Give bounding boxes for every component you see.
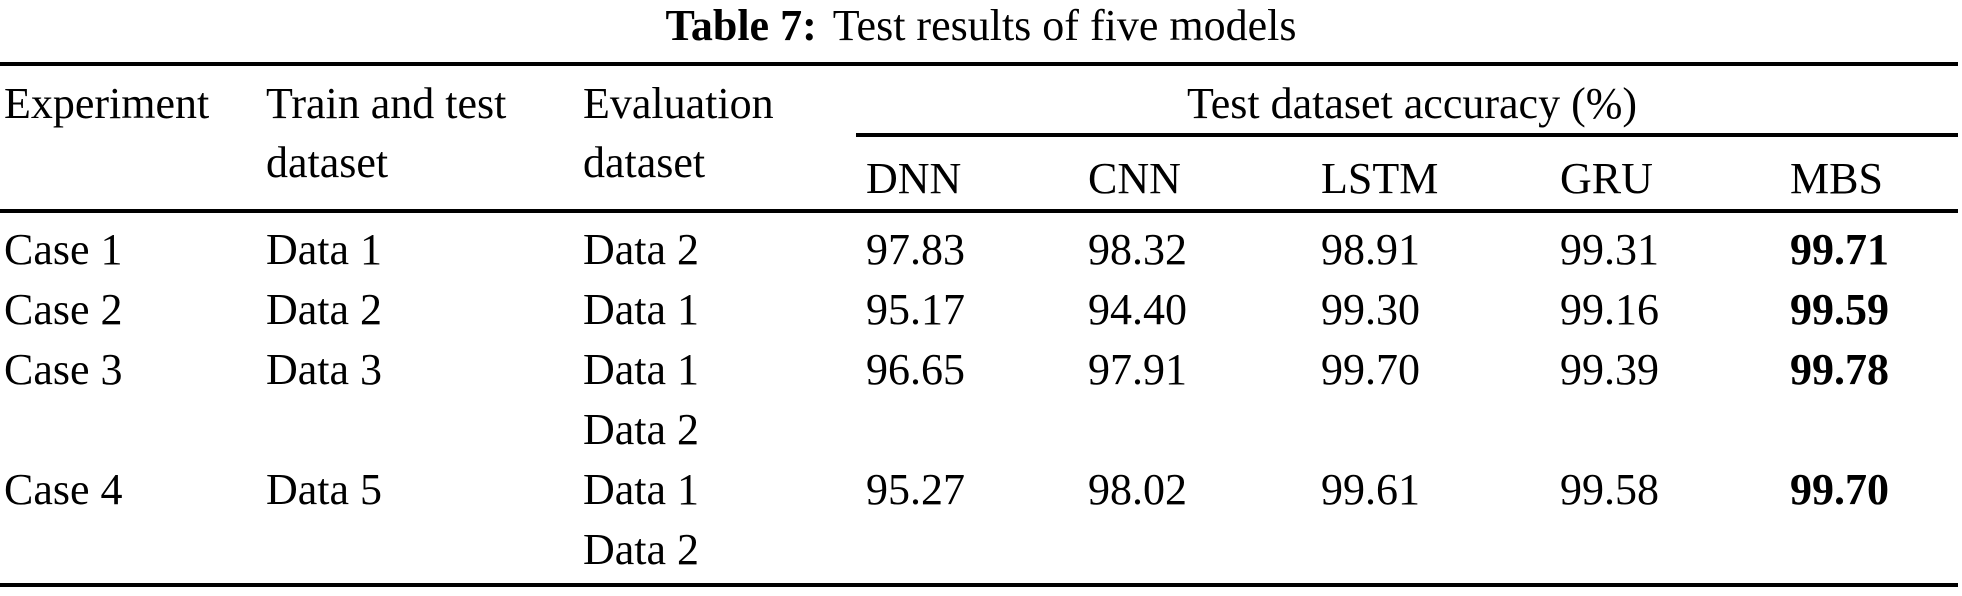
- cell-gru-accuracy: 99.16: [1560, 285, 1659, 334]
- cell-evaluation-dataset: Data 1 Data 2: [579, 460, 862, 580]
- cell-train-dataset: Data 5: [266, 465, 383, 514]
- model-header-row: DNN CNN LSTM GRU MBS: [862, 149, 1962, 208]
- table-caption-label: Table 7:: [665, 1, 817, 50]
- evaluation-dataset-line: Data 2: [583, 525, 700, 574]
- table-row-case-2: Case 2 Data 2 Data 1 95.17 94.40 99.30 9…: [0, 280, 1962, 340]
- header-accuracy-group: Test dataset accuracy (%) DNN CNN LSTM G…: [856, 74, 1962, 208]
- header-train-line1: Train and test: [266, 79, 507, 128]
- cell-train-dataset: Data 2: [266, 285, 383, 334]
- cell-gru-accuracy: 99.31: [1560, 225, 1659, 274]
- evaluation-dataset-line: Data 1: [583, 345, 700, 394]
- table-row-case-3: Case 3 Data 3 Data 1 Data 2 96.65 97.91 …: [0, 340, 1962, 460]
- table-row-case-1: Case 1 Data 1 Data 2 97.83 98.32 98.91 9…: [0, 220, 1962, 280]
- cell-evaluation-dataset: Data 1: [579, 280, 862, 340]
- cell-cnn-accuracy: 98.02: [1088, 465, 1187, 514]
- header-model-lstm: LSTM: [1321, 154, 1439, 203]
- header-model-gru: GRU: [1560, 154, 1653, 203]
- cell-gru-accuracy: 99.58: [1560, 465, 1659, 514]
- cell-lstm-accuracy: 99.70: [1321, 345, 1420, 394]
- header-model-dnn: DNN: [866, 154, 962, 203]
- cell-mbs-accuracy: 99.59: [1790, 285, 1889, 334]
- cell-dnn-accuracy: 97.83: [866, 225, 965, 274]
- cell-dnn-accuracy: 95.17: [866, 285, 965, 334]
- header-accuracy-span-label: Test dataset accuracy (%): [1186, 79, 1638, 128]
- header-eval-line1: Evaluation: [583, 79, 774, 128]
- header-train-line2: dataset: [266, 138, 389, 187]
- header-experiment: Experiment: [0, 74, 262, 208]
- table-body: Case 1 Data 1 Data 2 97.83 98.32 98.91 9…: [0, 220, 1962, 580]
- evaluation-dataset-line: Data 2: [583, 405, 700, 454]
- cell-experiment: Case 1: [4, 225, 123, 274]
- cell-experiment: Case 4: [4, 465, 123, 514]
- cell-dnn-accuracy: 96.65: [866, 345, 965, 394]
- cell-mbs-accuracy: 99.71: [1790, 225, 1889, 274]
- header-model-cnn: CNN: [1088, 154, 1181, 203]
- header-model-mbs: MBS: [1790, 154, 1883, 203]
- table-top-rule: [0, 62, 1958, 66]
- cell-evaluation-dataset: Data 2: [579, 220, 862, 280]
- cell-cnn-accuracy: 97.91: [1088, 345, 1187, 394]
- evaluation-dataset-line: Data 1: [583, 285, 700, 334]
- table-row-case-4: Case 4 Data 5 Data 1 Data 2 95.27 98.02 …: [0, 460, 1962, 580]
- accuracy-group-rule: [856, 133, 1958, 137]
- cell-lstm-accuracy: 98.91: [1321, 225, 1420, 274]
- cell-dnn-accuracy: 95.27: [866, 465, 965, 514]
- cell-lstm-accuracy: 99.61: [1321, 465, 1420, 514]
- table-caption-text: Test results of five models: [832, 1, 1297, 50]
- header-evaluation-dataset: Evaluation dataset: [579, 74, 862, 208]
- cell-experiment: Case 3: [4, 345, 123, 394]
- cell-cnn-accuracy: 94.40: [1088, 285, 1187, 334]
- table-caption: Table 7: Test results of five models: [0, 0, 1962, 52]
- cell-train-dataset: Data 1: [266, 225, 383, 274]
- cell-mbs-accuracy: 99.78: [1790, 345, 1889, 394]
- cell-cnn-accuracy: 98.32: [1088, 225, 1187, 274]
- cell-gru-accuracy: 99.39: [1560, 345, 1659, 394]
- evaluation-dataset-line: Data 1: [583, 465, 700, 514]
- table-bottom-rule: [0, 583, 1958, 587]
- header-eval-line2: dataset: [583, 138, 706, 187]
- cell-evaluation-dataset: Data 1 Data 2: [579, 340, 862, 460]
- cell-train-dataset: Data 3: [266, 345, 383, 394]
- cell-lstm-accuracy: 99.30: [1321, 285, 1420, 334]
- table-header-rule: [0, 209, 1958, 213]
- header-train-dataset: Train and test dataset: [262, 74, 579, 208]
- cell-mbs-accuracy: 99.70: [1790, 465, 1889, 514]
- table-header: Experiment Train and test dataset Evalua…: [0, 74, 1962, 208]
- evaluation-dataset-line: Data 2: [583, 225, 700, 274]
- header-experiment-label: Experiment: [4, 79, 210, 128]
- cell-experiment: Case 2: [4, 285, 123, 334]
